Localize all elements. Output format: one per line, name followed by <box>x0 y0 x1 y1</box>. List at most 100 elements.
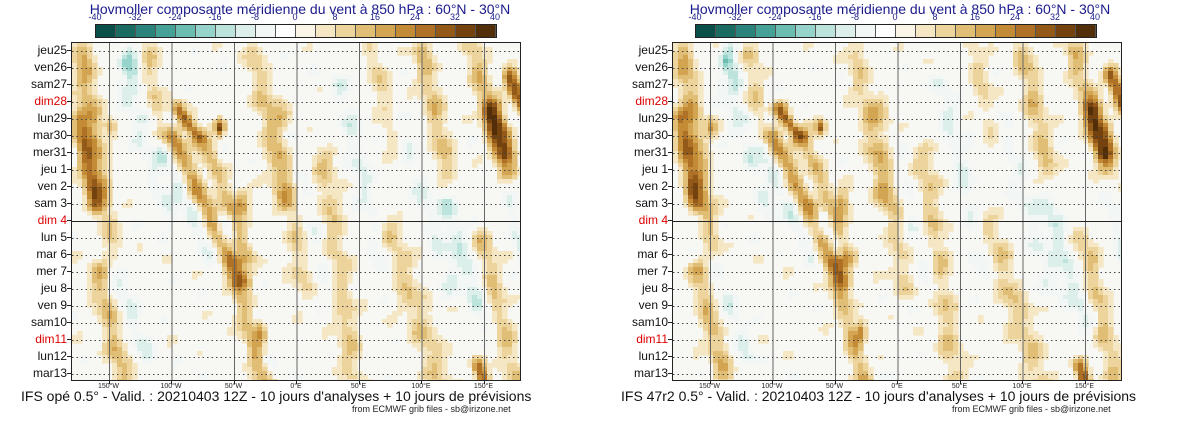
heatmap-cell <box>97 67 103 72</box>
heatmap-cell <box>432 363 438 368</box>
heatmap-cell <box>447 159 453 164</box>
heatmap-cell <box>858 107 864 112</box>
heatmap-cell <box>157 47 163 52</box>
heatmap-cell <box>993 95 999 100</box>
heatmap-cell <box>332 167 338 172</box>
heatmap-cell <box>262 327 268 332</box>
heatmap-cell <box>332 303 338 308</box>
heatmap-cell <box>758 119 764 124</box>
heatmap-cell <box>332 91 338 96</box>
heatmap-cell <box>873 95 879 100</box>
heatmap-cell <box>177 207 183 212</box>
heatmap-cell <box>397 115 403 120</box>
heatmap-cell <box>282 191 288 196</box>
heatmap-cell <box>82 107 88 112</box>
heatmap-cell <box>192 131 198 136</box>
heatmap-cell <box>102 127 108 132</box>
heatmap-cell <box>512 339 518 344</box>
heatmap-cell <box>282 103 288 108</box>
heatmap-cell <box>422 199 428 204</box>
heatmap-cell <box>683 139 689 144</box>
heatmap-cell <box>307 295 313 300</box>
heatmap-cell <box>693 123 699 128</box>
heatmap-cell <box>97 167 103 172</box>
heatmap-cell <box>292 195 298 200</box>
heatmap-cell <box>412 191 418 196</box>
heatmap-cell <box>998 111 1004 116</box>
heatmap-cell <box>953 135 959 140</box>
heatmap-cell <box>332 151 338 156</box>
heatmap-cell <box>943 91 949 96</box>
heatmap-cell <box>688 103 694 108</box>
heatmap-cell <box>693 119 699 124</box>
heatmap-cell <box>312 163 318 168</box>
heatmap-cell <box>367 75 373 80</box>
heatmap-cell <box>202 131 208 136</box>
heatmap-cell <box>507 231 513 236</box>
heatmap-cell <box>202 255 208 260</box>
heatmap-cell <box>507 99 513 104</box>
heatmap-cell <box>472 55 478 60</box>
heatmap-cell <box>793 119 799 124</box>
heatmap-cell <box>457 247 463 252</box>
heatmap-cell <box>122 291 128 296</box>
heatmap-cell <box>738 87 744 92</box>
heatmap-cell <box>497 367 503 372</box>
heatmap-cell <box>207 131 213 136</box>
heatmap-cell <box>337 83 343 88</box>
heatmap-cell <box>77 335 83 340</box>
heatmap-cell <box>1038 83 1044 88</box>
heatmap-cell <box>147 159 153 164</box>
heatmap-cell <box>1113 87 1119 92</box>
heatmap-cell <box>983 107 989 112</box>
heatmap-cell <box>818 127 824 132</box>
heatmap-cell <box>222 163 228 168</box>
heatmap-cell <box>307 275 313 280</box>
heatmap-cell <box>287 275 293 280</box>
heatmap-cell <box>427 323 433 328</box>
heatmap-cell <box>1078 99 1084 104</box>
heatmap-cell <box>1078 127 1084 132</box>
heatmap-cell <box>377 111 383 116</box>
heatmap-cell <box>502 371 508 376</box>
heatmap-cell <box>968 131 974 136</box>
heatmap-cell <box>497 131 503 136</box>
heatmap-cell <box>447 147 453 152</box>
heatmap-cell <box>347 319 353 324</box>
heatmap-cell <box>247 247 253 252</box>
heatmap-cell <box>72 47 78 52</box>
heatmap-cell <box>678 59 684 64</box>
heatmap-cell <box>507 319 513 324</box>
heatmap-cell <box>252 91 258 96</box>
heatmap-cell <box>437 359 443 364</box>
heatmap-cell <box>77 123 83 128</box>
heatmap-cell <box>683 71 689 76</box>
heatmap-cell <box>277 211 283 216</box>
heatmap-cell <box>257 355 263 360</box>
heatmap-cell <box>177 99 183 104</box>
heatmap-cell <box>317 175 323 180</box>
heatmap-cell <box>993 127 999 132</box>
heatmap-cell <box>452 271 458 276</box>
heatmap-cell <box>292 231 298 236</box>
heatmap-cell <box>417 339 423 344</box>
heatmap-cell <box>127 199 133 204</box>
heatmap-cell <box>292 267 298 272</box>
heatmap-cell <box>1073 59 1079 64</box>
heatmap-cell <box>197 199 203 204</box>
heatmap-cell <box>337 115 343 120</box>
heatmap-cell <box>212 123 218 128</box>
heatmap-cell <box>237 311 243 316</box>
heatmap-cell <box>142 119 148 124</box>
heatmap-cell <box>497 307 503 312</box>
heatmap-cell <box>983 55 989 60</box>
heatmap-cell <box>497 343 503 348</box>
heatmap-cell <box>162 131 168 136</box>
heatmap-cell <box>322 159 328 164</box>
heatmap-cell <box>728 59 734 64</box>
heatmap-cell <box>858 95 864 100</box>
heatmap-cell <box>888 147 894 152</box>
heatmap-cell <box>387 215 393 220</box>
heatmap-cell <box>162 199 168 204</box>
heatmap-cell <box>427 363 433 368</box>
